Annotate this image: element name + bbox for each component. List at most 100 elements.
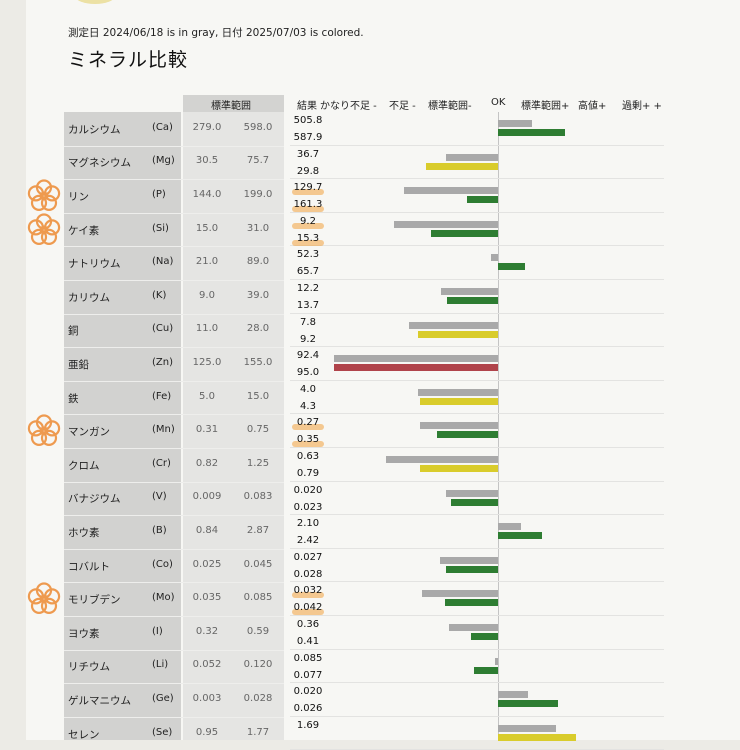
standard-range-low: 0.82 — [195, 457, 219, 469]
mineral-name: リチウム — [68, 661, 110, 674]
row-separator — [64, 548, 284, 550]
result-old: 0.63 — [296, 451, 320, 462]
row-separator — [64, 280, 284, 281]
bar-old — [446, 489, 498, 497]
bar-old — [420, 422, 498, 430]
flower-stamp-icon — [27, 582, 61, 615]
result-new: 9.2 — [300, 333, 316, 345]
mineral-name: カルシウム — [68, 123, 121, 136]
row-separator — [64, 145, 284, 147]
mineral-name: ヨウ素 — [68, 627, 100, 640]
result-new: 65.7 — [296, 266, 320, 278]
standard-range-low: 0.052 — [192, 659, 222, 671]
highlighter-mark — [292, 239, 324, 246]
highlighter-mark — [292, 609, 324, 616]
bar-old — [394, 220, 498, 228]
standard-range-high: 199.0 — [243, 189, 273, 200]
row-separator — [64, 414, 284, 416]
mineral-symbol: (Li) — [152, 659, 169, 671]
bar-new — [498, 129, 565, 136]
bar-old — [422, 590, 498, 598]
row-separator — [64, 313, 284, 315]
highlighter-mark — [292, 206, 324, 213]
standard-range-high: 75.7 — [246, 155, 270, 167]
result-old: 1.69 — [296, 719, 320, 731]
result-new: 29.8 — [296, 165, 320, 177]
row-gridline — [290, 211, 664, 213]
bar-new — [445, 599, 498, 607]
result-new: 2.42 — [296, 535, 320, 547]
bar-new — [498, 700, 558, 708]
standard-range-low: 279.0 — [192, 121, 222, 133]
bar-old — [498, 691, 528, 699]
standard-range-low: 5.0 — [199, 390, 215, 402]
bar-old — [498, 724, 556, 732]
result-new: 0.042 — [293, 602, 323, 614]
result-old: 4.0 — [300, 383, 316, 395]
highlighter-mark — [292, 441, 324, 448]
result-old: 2.10 — [296, 518, 320, 530]
row-gridline — [290, 178, 664, 180]
result-new: 0.41 — [296, 636, 320, 647]
row-gridline — [290, 245, 664, 247]
mineral-name: ナトリウム — [68, 258, 121, 271]
row-separator — [64, 683, 284, 685]
bar-new — [467, 196, 498, 204]
result-new: 0.79 — [296, 468, 320, 479]
flower-stamp-icon — [27, 212, 61, 245]
row-separator — [64, 616, 284, 617]
mineral-name: マンガン — [68, 426, 110, 439]
standard-range-column — [183, 112, 284, 740]
standard-range-low: 15.0 — [195, 222, 219, 234]
bar-new — [498, 532, 542, 540]
row-separator — [64, 212, 284, 214]
bar-old — [441, 288, 498, 295]
header-level-high: 高値+ — [578, 101, 607, 112]
mineral-name-column — [64, 112, 181, 740]
standard-range-low: 0.32 — [195, 625, 219, 637]
bar-old — [498, 523, 521, 531]
ok-axis-line — [498, 112, 499, 740]
standard-range-header-bg — [183, 95, 284, 112]
bar-new — [420, 397, 498, 405]
standard-range-high: 0.75 — [246, 424, 270, 436]
row-gridline — [290, 715, 664, 717]
bar-old — [491, 254, 498, 262]
bar-new — [420, 465, 498, 472]
row-gridline — [290, 480, 664, 482]
result-old: 0.020 — [293, 484, 323, 496]
mineral-name: 銅 — [68, 325, 79, 338]
mineral-symbol: (Mg) — [152, 155, 175, 167]
row-gridline — [290, 547, 664, 549]
standard-range-high: 28.0 — [246, 323, 270, 335]
row-separator — [64, 246, 284, 248]
mineral-symbol: (Ca) — [152, 121, 173, 133]
mineral-symbol: (Cu) — [152, 323, 174, 335]
standard-range-low: 0.003 — [192, 693, 222, 704]
bar-new — [446, 565, 498, 573]
bar-new — [447, 297, 498, 304]
mineral-symbol: (Co) — [152, 558, 173, 570]
result-old: 12.2 — [296, 283, 320, 294]
standard-range-low: 0.95 — [195, 726, 219, 738]
standard-range-high: 0.120 — [243, 659, 273, 671]
result-old: 505.8 — [293, 115, 323, 126]
standard-range-low: 144.0 — [192, 189, 222, 200]
standard-range-low: 0.009 — [192, 491, 222, 503]
row-separator — [64, 448, 284, 449]
row-gridline — [290, 615, 664, 616]
mineral-name: ホウ素 — [68, 527, 100, 539]
mineral-name: カリウム — [68, 291, 110, 304]
row-gridline — [290, 413, 664, 415]
mineral-name: マグネシウム — [68, 157, 131, 170]
row-separator — [64, 481, 284, 483]
mineral-name: クロム — [68, 459, 100, 472]
mineral-symbol: (K) — [152, 289, 167, 301]
result-new: 161.3 — [293, 199, 323, 211]
mineral-symbol: (Zn) — [152, 357, 173, 368]
result-old: 0.085 — [293, 652, 323, 664]
row-gridline — [290, 379, 664, 381]
mineral-name: 鉄 — [68, 392, 79, 405]
mineral-symbol: (P) — [152, 189, 166, 200]
result-new: 95.0 — [296, 367, 320, 379]
